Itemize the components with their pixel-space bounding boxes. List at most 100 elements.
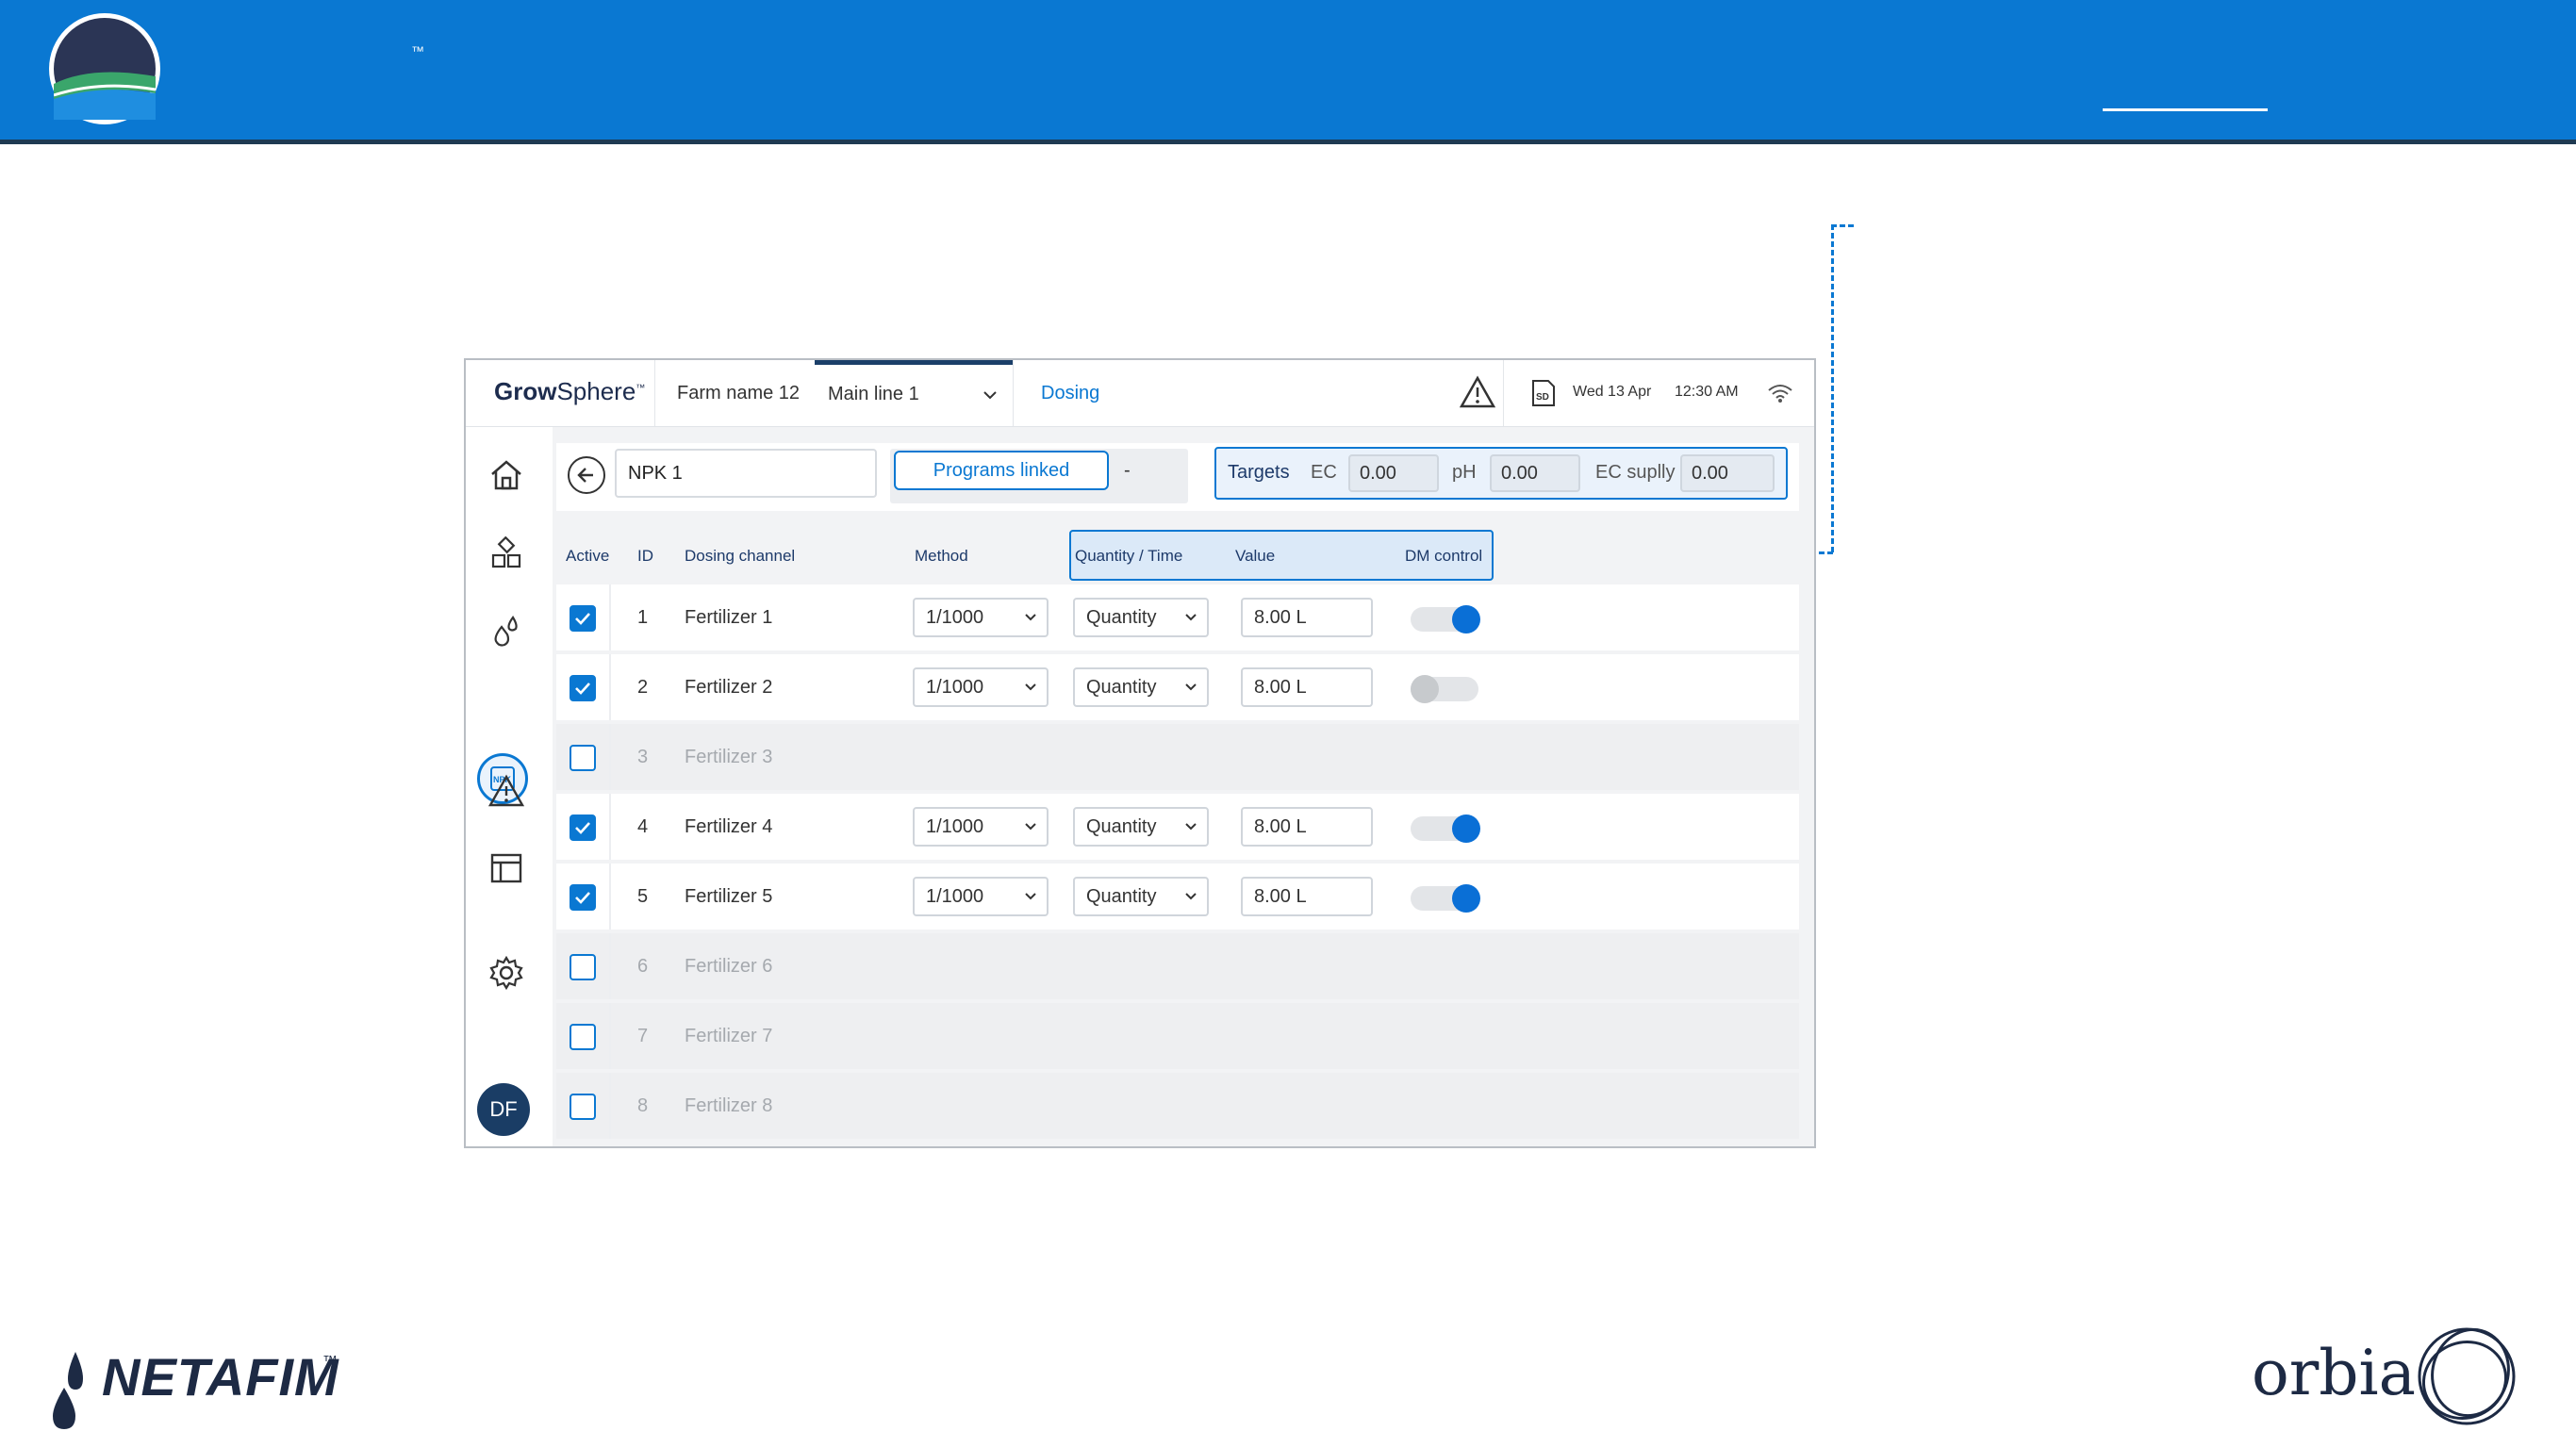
ph-target-input[interactable]: 0.00 bbox=[1490, 454, 1580, 492]
row-active-checkbox[interactable] bbox=[570, 1094, 596, 1120]
npk-header: NPK 1 Programs linked - Targets EC 0.00 … bbox=[556, 443, 1799, 511]
callout-line-vertical bbox=[1831, 224, 1834, 552]
netafim-logo-text: NETAFIM bbox=[102, 1347, 339, 1407]
table-row: 5 Fertilizer 5 1/1000 Quantity 8.00 L bbox=[556, 864, 1799, 930]
table-row: 2 Fertilizer 2 1/1000 Quantity 8.00 L bbox=[556, 654, 1799, 720]
ec-supply-label: EC suplly bbox=[1595, 462, 1676, 483]
svg-text:NPK: NPK bbox=[493, 775, 512, 784]
top-banner bbox=[0, 0, 2576, 140]
npk-name-input[interactable]: NPK 1 bbox=[615, 449, 877, 498]
row-active-checkbox[interactable] bbox=[570, 1024, 596, 1050]
row-id: 5 bbox=[637, 886, 649, 907]
plants-icon[interactable] bbox=[488, 536, 524, 572]
water-drops-icon[interactable] bbox=[488, 614, 524, 650]
value-input[interactable]: 8.00 L bbox=[1241, 877, 1373, 916]
quantity-time-select[interactable]: Quantity bbox=[1073, 807, 1209, 847]
value-input[interactable]: 8.00 L bbox=[1241, 598, 1373, 637]
ec-target-input[interactable]: 0.00 bbox=[1348, 454, 1439, 492]
ph-label: pH bbox=[1452, 462, 1477, 483]
home-icon[interactable] bbox=[488, 457, 524, 493]
time-display: 12:30 AM bbox=[1675, 384, 1739, 400]
value-input[interactable]: 8.00 L bbox=[1241, 667, 1373, 707]
farm-name[interactable]: Farm name 12 bbox=[677, 383, 801, 403]
row-channel-name: Fertilizer 5 bbox=[685, 886, 773, 907]
col-active: Active bbox=[566, 547, 610, 565]
row-active-checkbox[interactable] bbox=[570, 675, 596, 701]
method-select[interactable]: 1/1000 bbox=[913, 807, 1049, 847]
dm-control-toggle[interactable] bbox=[1411, 675, 1478, 703]
col-dm-control: DM control bbox=[1405, 547, 1483, 565]
alarm-icon[interactable] bbox=[488, 774, 524, 808]
check-icon bbox=[575, 683, 590, 695]
ec-supply-input[interactable]: 0.00 bbox=[1680, 454, 1775, 492]
chevron-down-icon bbox=[1185, 823, 1197, 831]
row-active-checkbox[interactable] bbox=[570, 814, 596, 841]
row-active-checkbox[interactable] bbox=[570, 884, 596, 911]
programs-linked-group: Programs linked - bbox=[890, 449, 1188, 503]
programs-linked-button[interactable]: Programs linked bbox=[894, 451, 1109, 490]
user-avatar[interactable]: DF bbox=[477, 1083, 530, 1136]
svg-text:SD: SD bbox=[1536, 392, 1549, 403]
row-id: 6 bbox=[637, 956, 649, 977]
chevron-down-icon bbox=[1025, 823, 1036, 831]
table-icon[interactable] bbox=[488, 851, 524, 885]
col-quantity-time: Quantity / Time bbox=[1075, 547, 1183, 565]
col-method: Method bbox=[915, 547, 968, 565]
row-channel-name: Fertilizer 8 bbox=[685, 1095, 773, 1116]
date-display: Wed 13 Apr bbox=[1573, 384, 1652, 400]
row-active-checkbox[interactable] bbox=[570, 954, 596, 980]
check-icon bbox=[575, 822, 590, 834]
row-active-checkbox[interactable] bbox=[570, 605, 596, 632]
settings-gear-icon[interactable] bbox=[488, 955, 524, 991]
orbia-mark-icon bbox=[2418, 1327, 2516, 1425]
targets-panel: Targets EC 0.00 pH 0.00 EC suplly 0.00 bbox=[1214, 447, 1788, 500]
quantity-time-select[interactable]: Quantity bbox=[1073, 598, 1209, 637]
quantity-time-select[interactable]: Quantity bbox=[1073, 877, 1209, 916]
table-row: 7 Fertilizer 7 bbox=[556, 1003, 1799, 1069]
chevron-down-icon bbox=[1185, 683, 1197, 691]
tab-dosing[interactable]: Dosing bbox=[1041, 383, 1100, 403]
dm-control-toggle[interactable] bbox=[1411, 605, 1480, 634]
chevron-down-icon bbox=[1025, 893, 1036, 900]
row-id: 8 bbox=[637, 1095, 649, 1116]
top-bar: GrowSphere™ Farm name 12 Main line 1 Dos… bbox=[466, 360, 1814, 427]
npk-icon: NPK bbox=[490, 766, 515, 791]
alert-icon[interactable] bbox=[1460, 375, 1495, 409]
row-channel-name: Fertilizer 2 bbox=[685, 677, 773, 698]
netafim-tm: ™ bbox=[322, 1354, 338, 1370]
npk-nav-active[interactable]: NPK bbox=[477, 753, 528, 804]
method-select[interactable]: 1/1000 bbox=[913, 877, 1049, 916]
col-value: Value bbox=[1235, 547, 1276, 565]
targets-label: Targets bbox=[1228, 462, 1290, 483]
chevron-down-icon bbox=[1185, 893, 1197, 900]
arrow-left-icon bbox=[577, 468, 593, 483]
sd-card-icon: SD bbox=[1532, 380, 1555, 406]
banner-underline bbox=[2103, 108, 2268, 111]
dm-control-toggle[interactable] bbox=[1411, 884, 1480, 913]
quantity-value-dm-header: Quantity / Time Value DM control bbox=[1069, 530, 1494, 581]
method-select[interactable]: 1/1000 bbox=[913, 598, 1049, 637]
table-row: 6 Fertilizer 6 bbox=[556, 933, 1799, 999]
chevron-down-icon bbox=[1185, 614, 1197, 621]
row-id: 3 bbox=[637, 747, 649, 767]
dm-control-toggle[interactable] bbox=[1411, 814, 1480, 843]
banner-divider bbox=[0, 140, 2576, 144]
row-id: 2 bbox=[637, 677, 649, 698]
row-channel-name: Fertilizer 6 bbox=[685, 956, 773, 977]
back-button[interactable] bbox=[568, 456, 605, 494]
wifi-icon bbox=[1768, 385, 1792, 403]
main-line-select[interactable]: Main line 1 bbox=[815, 360, 1013, 426]
row-active-checkbox[interactable] bbox=[570, 745, 596, 771]
value-input[interactable]: 8.00 L bbox=[1241, 807, 1373, 847]
row-channel-name: Fertilizer 1 bbox=[685, 607, 773, 628]
ec-label: EC bbox=[1311, 462, 1337, 483]
method-select[interactable]: 1/1000 bbox=[913, 667, 1049, 707]
table-row: 8 Fertilizer 8 bbox=[556, 1073, 1799, 1139]
orbia-logo-text: orbia bbox=[2252, 1337, 2416, 1409]
row-id: 4 bbox=[637, 816, 649, 837]
row-channel-name: Fertilizer 4 bbox=[685, 816, 773, 837]
quantity-time-select[interactable]: Quantity bbox=[1073, 667, 1209, 707]
row-id: 1 bbox=[637, 607, 649, 628]
app-window: GrowSphere™ Farm name 12 Main line 1 Dos… bbox=[464, 358, 1816, 1148]
chevron-down-icon bbox=[983, 391, 997, 400]
